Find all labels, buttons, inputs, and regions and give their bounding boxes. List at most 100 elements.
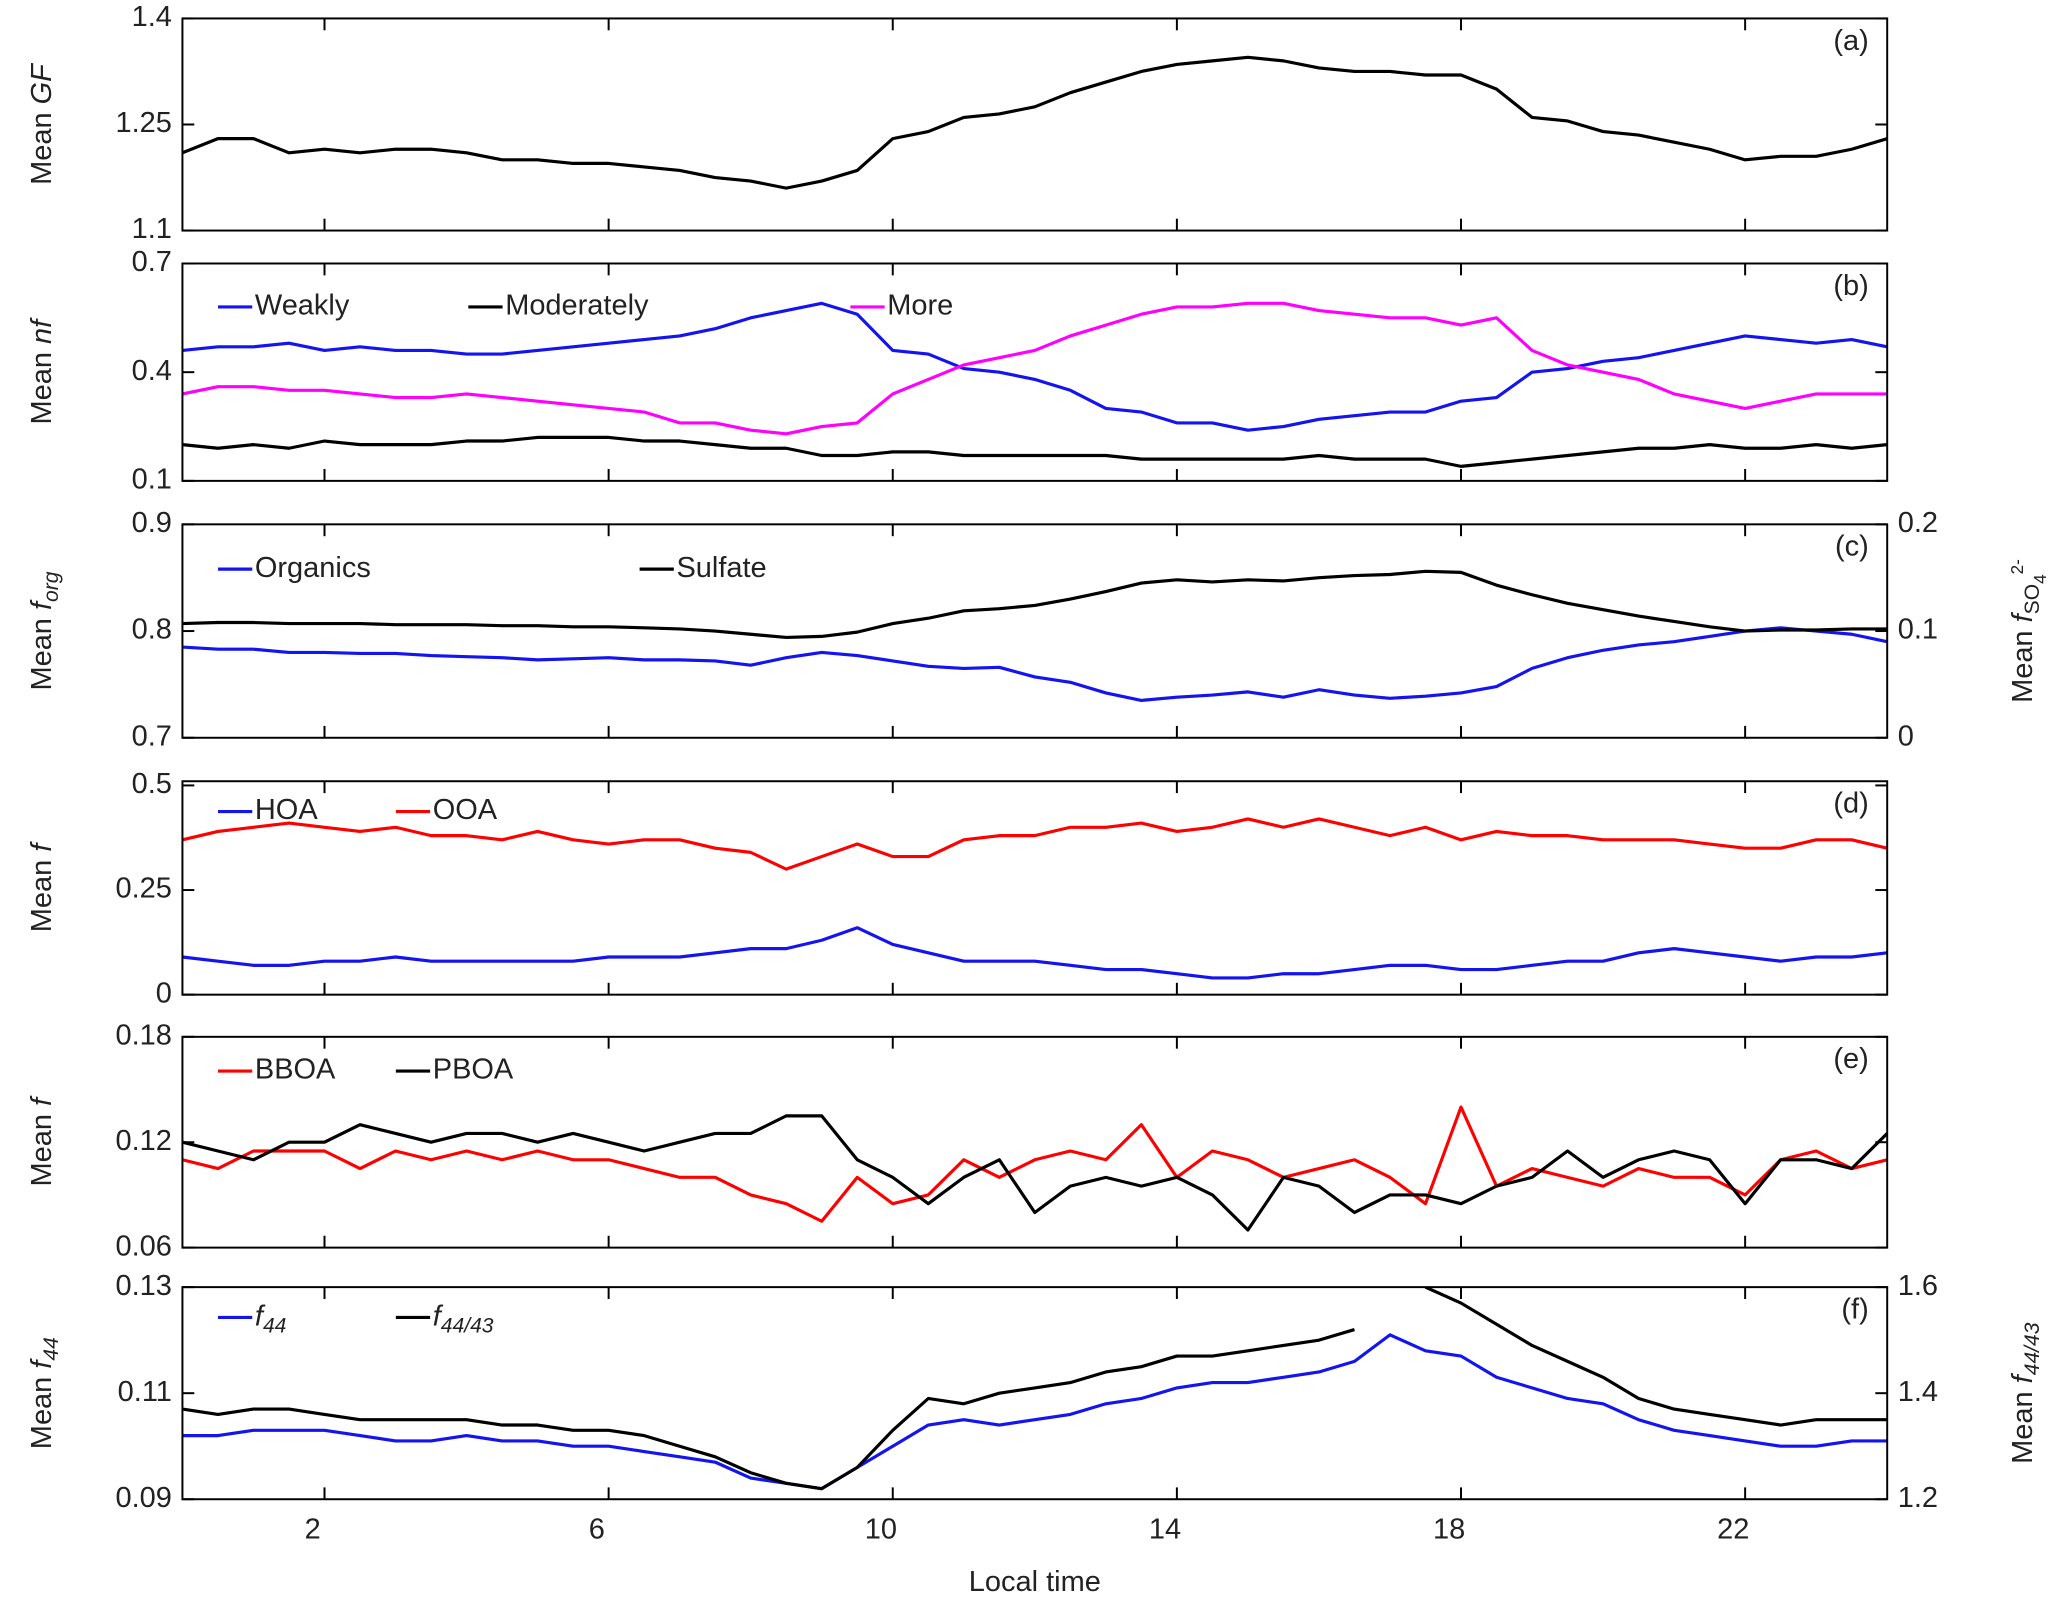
- y2-tick-label: 0.2: [1898, 507, 1938, 539]
- plot-frame: [181, 262, 1889, 482]
- x-tick-label: 14: [1149, 1514, 1181, 1546]
- y-axis-title: Mean f44: [25, 1337, 62, 1449]
- y-axis-title-part: Mean: [25, 1369, 57, 1450]
- series-line: [182, 435, 1888, 468]
- y-axis-title-part: f: [25, 1358, 57, 1369]
- y2-axis-title: Mean f44/43: [2007, 1322, 2044, 1464]
- y-axis-title-part: Mean: [25, 344, 57, 425]
- y-axis-title-part: 44: [40, 1337, 63, 1360]
- y-tick-label: 0.09: [116, 1482, 172, 1514]
- plot-frame: [181, 1035, 1889, 1249]
- y2-tick-label: 0: [1898, 720, 1914, 752]
- y2-axis-title-part: Mean: [2007, 1383, 2039, 1464]
- x-tick-label: 6: [589, 1514, 605, 1546]
- y2-tick-label: 0.1: [1898, 614, 1938, 646]
- panel-label: (b): [1833, 270, 1868, 302]
- legend-label-part: f: [433, 1300, 444, 1332]
- y-tick-label: 0.06: [116, 1230, 172, 1262]
- y-tick-label: 0.9: [132, 507, 172, 539]
- plot-frame: [181, 523, 1889, 739]
- x-tick-label: 18: [1433, 1514, 1465, 1546]
- y2-axis-title: Mean fSO4 2-: [2007, 559, 2050, 703]
- x-tick-label: 2: [305, 1514, 321, 1546]
- y2-axis-title-part: 2-: [2008, 559, 2027, 574]
- y-axis-title-part: Mean: [25, 1106, 57, 1187]
- y-tick-label: 1.25: [116, 107, 172, 139]
- y-tick-label: 0.25: [116, 873, 172, 905]
- y-axis-title-part: f: [25, 841, 57, 852]
- y2-axis-title-part: SO: [2021, 584, 2044, 614]
- y2-axis-title-part: 4: [2031, 574, 2050, 584]
- series-line: [182, 55, 1888, 190]
- y-tick-label: 0.5: [132, 768, 172, 800]
- series-line: [182, 569, 1888, 640]
- x-tick-label: 22: [1717, 1514, 1749, 1546]
- y2-axis-title-part: Mean: [2007, 622, 2039, 703]
- legend-label: Weakly: [255, 290, 350, 322]
- y-axis-title-part: nf: [25, 317, 57, 344]
- x-axis-title: Local time: [969, 1566, 1101, 1598]
- legend-label: Sulfate: [676, 552, 766, 584]
- legend-label: HOA: [255, 794, 318, 826]
- y-tick-label: 0: [156, 977, 172, 1009]
- y2-axis-title-part: f: [2007, 611, 2039, 622]
- y-tick-label: 0.18: [116, 1019, 172, 1051]
- y-tick-label: 0.7: [132, 720, 172, 752]
- legend-label-part: 44: [263, 1314, 286, 1337]
- y2-tick-label: 1.4: [1898, 1376, 1938, 1408]
- panel-label: (a): [1833, 25, 1868, 57]
- plot-frame: [181, 17, 1889, 232]
- panel-label: (e): [1833, 1043, 1868, 1075]
- panel-label: (c): [1835, 531, 1869, 563]
- y-axis-title: Mean GF: [25, 62, 57, 185]
- y-axis-title: Mean f: [25, 1095, 57, 1187]
- panel-label: (d): [1833, 788, 1868, 820]
- series-line: [182, 1114, 1888, 1232]
- plot-frame: [181, 1286, 1889, 1501]
- y-axis-title: Mean nf: [25, 317, 57, 425]
- legend-label-part: 44/43: [441, 1314, 494, 1337]
- y-tick-label: 1.1: [132, 213, 172, 245]
- y-tick-label: 0.12: [116, 1125, 172, 1157]
- legend-label: f44: [255, 1300, 287, 1337]
- series-line: [182, 1333, 1888, 1491]
- x-tick-label: 10: [865, 1514, 897, 1546]
- legend-label: Moderately: [505, 290, 649, 322]
- y-tick-label: 1.4: [132, 1, 172, 33]
- series-line: [182, 301, 1888, 436]
- y2-axis-title-part: 44/43: [2021, 1322, 2044, 1375]
- y-axis-title-part: org: [40, 571, 63, 602]
- y-tick-label: 0.13: [116, 1270, 172, 1302]
- legend-label: PBOA: [433, 1054, 514, 1086]
- y-axis-title-part: GF: [25, 62, 57, 105]
- legend-label: Organics: [255, 552, 371, 584]
- plot-frame: [181, 780, 1889, 996]
- y-axis-title-part: Mean: [25, 852, 57, 933]
- panel-label: (f): [1841, 1294, 1868, 1326]
- legend-label-part: f: [255, 1300, 266, 1332]
- series-line: [182, 1287, 1888, 1491]
- legend-label: More: [887, 290, 953, 322]
- series-line: [182, 626, 1888, 702]
- y2-tick-label: 1.6: [1898, 1270, 1938, 1302]
- legend-label: f44/43: [433, 1300, 494, 1337]
- y-tick-label: 0.4: [132, 355, 172, 387]
- y2-tick-label: 1.2: [1898, 1482, 1938, 1514]
- y-axis-title-part: f: [25, 1095, 57, 1106]
- series-line: [182, 926, 1888, 980]
- y-axis-title-part: Mean: [25, 610, 57, 691]
- y-tick-label: 0.7: [132, 246, 172, 278]
- y-tick-label: 0.8: [132, 614, 172, 646]
- legend-label: BBOA: [255, 1054, 336, 1086]
- y2-axis-title-part: f: [2007, 1372, 2039, 1383]
- y-axis-title: Mean forg: [25, 571, 62, 690]
- legend-label: OOA: [433, 794, 498, 826]
- y-tick-label: 0.1: [132, 464, 172, 496]
- series-line: [182, 301, 1888, 432]
- y-axis-title: Mean f: [25, 841, 57, 933]
- y-axis-title-part: Mean: [25, 104, 57, 185]
- y-tick-label: 0.11: [118, 1376, 172, 1408]
- series-line: [182, 1105, 1888, 1223]
